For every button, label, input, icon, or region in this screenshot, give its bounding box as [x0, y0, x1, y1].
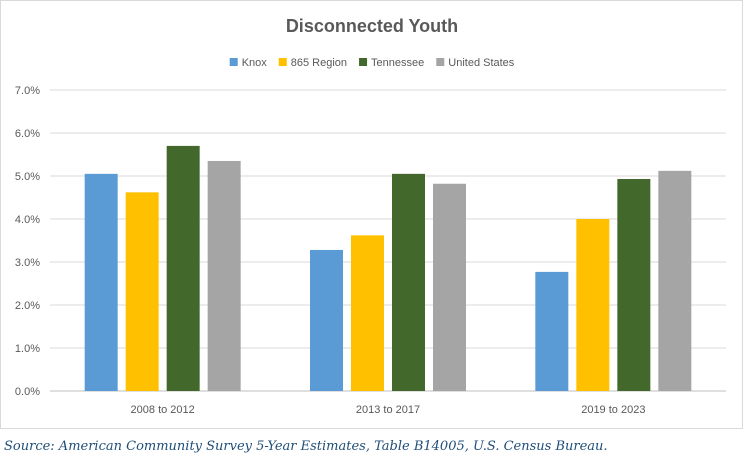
legend-item: Knox	[229, 57, 268, 69]
x-tick-label: 2019 to 2023	[581, 404, 645, 416]
y-tick-label: 4.0%	[15, 214, 40, 226]
legend-swatch	[229, 58, 238, 66]
y-tick-label: 6.0%	[15, 128, 40, 140]
bar-865-region	[576, 219, 610, 391]
source-note: Source: American Community Survey 5-Year…	[4, 439, 608, 454]
legend-swatch	[436, 58, 445, 66]
x-tick-label: 2013 to 2017	[356, 404, 420, 416]
legend-label: Tennessee	[371, 57, 424, 69]
bar-tennessee	[392, 173, 425, 391]
legend-label: Knox	[242, 57, 268, 69]
bars	[84, 145, 692, 391]
y-axis-tick-labels: 0.0% 1.0% 2.0% 3.0% 4.0% 5.0% 6.0% 7.0%	[15, 85, 40, 398]
bar-tennessee	[166, 145, 200, 391]
y-tick-label: 7.0%	[15, 85, 40, 97]
bar-tennessee	[617, 179, 651, 391]
bar-united-states	[658, 170, 692, 391]
y-tick-label: 5.0%	[15, 171, 40, 183]
legend-swatch	[278, 58, 287, 66]
legend-item: Tennessee	[359, 57, 424, 69]
y-tick-label: 2.0%	[15, 300, 40, 312]
legend-swatch	[359, 58, 368, 66]
x-tick-label: 2008 to 2012	[131, 404, 195, 416]
x-axis-tick-labels: 2008 to 2012 2013 to 2017 2019 to 2023	[131, 404, 646, 416]
legend-label: United States	[448, 57, 515, 69]
y-tick-label: 1.0%	[15, 343, 40, 355]
bar-united-states	[433, 183, 466, 391]
gridlines	[50, 89, 726, 392]
bar-865-region	[125, 192, 159, 391]
legend-label: 865 Region	[291, 57, 347, 69]
legend: Knox 865 Region Tennessee United States	[229, 57, 515, 69]
bar-chart: Disconnected Youth Knox 865 Region Tenness…	[15, 16, 726, 416]
bar-865-region	[351, 235, 384, 391]
bar-knox	[84, 173, 118, 391]
bar-knox	[310, 249, 343, 391]
legend-item: 865 Region	[278, 57, 347, 69]
legend-item: United States	[436, 57, 515, 69]
bar-united-states	[207, 160, 241, 391]
chart-title: Disconnected Youth	[286, 16, 458, 36]
bar-knox	[535, 271, 569, 391]
y-tick-label: 3.0%	[15, 257, 40, 269]
y-tick-label: 0.0%	[15, 386, 40, 398]
